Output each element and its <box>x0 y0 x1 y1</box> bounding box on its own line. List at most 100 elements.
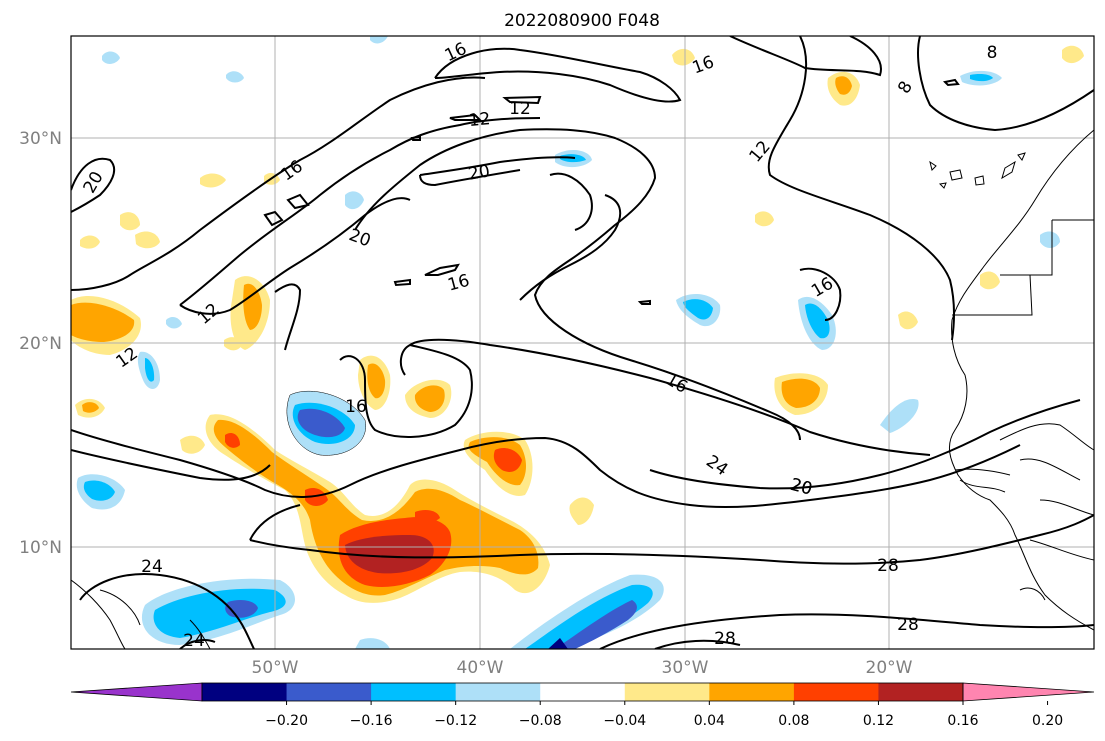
colorbar-tick-label: −0.20 <box>265 713 308 729</box>
positive-anomaly-blob <box>200 173 226 188</box>
contour-28-main <box>249 514 1094 565</box>
positive-anomaly-blob <box>672 48 695 66</box>
contour-28-south <box>599 613 1094 649</box>
longitude-labels: 50°W 40°W 30°W 20°W <box>252 658 913 678</box>
contour-mini-3 <box>449 113 483 121</box>
contour-20-central <box>354 128 801 441</box>
colorbar-tick-label: −0.04 <box>603 713 646 729</box>
contour-20-east <box>649 399 1081 490</box>
colorbar-tick-label: 0.16 <box>947 713 978 729</box>
anomaly-shading <box>71 36 1084 649</box>
positive-anomaly-blob <box>1062 45 1084 64</box>
contour-mini-8 <box>637 299 651 305</box>
positive-anomaly-blob <box>569 497 594 525</box>
positive-anomaly-blob <box>224 337 242 351</box>
positive-anomaly-core <box>225 433 240 448</box>
positive-anomaly-core <box>82 402 99 413</box>
negative-anomaly-core <box>555 600 637 649</box>
contour-mini-2 <box>286 193 310 210</box>
contour-label: 12 <box>509 99 531 119</box>
colorbar-segment <box>455 683 541 701</box>
lon-label-30w: 30°W <box>662 658 709 678</box>
negative-anomaly-blob <box>226 71 244 83</box>
contour-label: 16 <box>345 397 367 417</box>
contour-24-southwest <box>179 639 216 649</box>
negative-anomaly-blob <box>370 36 388 44</box>
colorbar-tick-label: 0.12 <box>863 713 894 729</box>
positive-anomaly-core <box>415 510 440 523</box>
lon-label-40w: 40°W <box>457 658 504 678</box>
negative-anomaly-core <box>683 299 713 320</box>
negative-anomaly-core <box>970 74 993 82</box>
contour-mini-9 <box>410 135 421 141</box>
contour-8 <box>729 36 882 77</box>
contour-16-east-ring <box>799 267 842 321</box>
positive-anomaly-blob <box>980 271 1000 290</box>
contour-mini-5 <box>393 278 411 287</box>
contour-12-main <box>71 76 486 291</box>
negative-anomaly-blob <box>166 317 182 329</box>
colorbar-segment <box>286 683 372 701</box>
positive-anomaly-core <box>835 76 852 95</box>
contour-lines <box>71 36 1094 649</box>
contour-20-north-tongue-lower <box>419 169 521 187</box>
lat-label-30n: 30°N <box>19 129 62 149</box>
negative-anomaly-blob <box>345 191 364 210</box>
graticule <box>71 36 1094 649</box>
contour-mini-7 <box>942 78 960 87</box>
colorbar-tick-label: 0.20 <box>1032 713 1063 729</box>
positive-anomaly-core <box>71 302 135 342</box>
map-title: 2022080900 F048 <box>504 11 660 31</box>
negative-anomaly-core <box>145 358 155 382</box>
lat-label-20n: 20°N <box>19 334 62 354</box>
negative-anomaly-core <box>153 588 286 638</box>
contour-24-loop <box>549 172 593 231</box>
positive-anomaly-blob <box>80 235 100 249</box>
contour-24-south <box>79 573 255 649</box>
positive-anomaly-core <box>367 363 386 399</box>
colorbar-outline <box>201 682 964 702</box>
positive-anomaly-blob <box>898 311 918 330</box>
contour-20-north-loop <box>71 157 116 213</box>
negative-anomaly-core <box>83 480 115 501</box>
colorbar-tick-label: −0.16 <box>350 713 393 729</box>
contour-mini-4 <box>502 95 542 105</box>
colorbar-segment <box>624 683 710 701</box>
colorbar-extend-low <box>70 682 203 702</box>
contour-label: 24 <box>141 557 163 577</box>
colorbar-segment <box>371 683 457 701</box>
contour-8-east <box>917 36 1094 132</box>
colorbar-segment <box>202 683 288 701</box>
colorbar-tick-label: 0.08 <box>778 713 809 729</box>
colorbar-tick-label: 0.04 <box>694 713 725 729</box>
positive-anomaly-core <box>213 419 539 596</box>
coastlines <box>71 129 1094 649</box>
negative-anomaly-core <box>548 638 568 649</box>
contour-24-southeast <box>654 639 741 649</box>
latitude-labels: 30°N 20°N 10°N <box>19 129 62 558</box>
positive-anomaly-blob <box>755 211 774 227</box>
positive-anomaly-blob <box>120 212 140 231</box>
negative-anomaly-blob <box>355 638 390 649</box>
contour-20-north-tongue <box>419 156 576 176</box>
positive-anomaly-core <box>305 488 328 506</box>
colorbar-tick-label: −0.12 <box>434 713 477 729</box>
contour-16-north <box>434 47 682 103</box>
colorbar-tick-label: −0.08 <box>519 713 562 729</box>
colorbar-segment <box>878 683 964 701</box>
contour-20-low <box>71 449 271 481</box>
contour-mini-1 <box>263 210 284 227</box>
positive-anomaly-core <box>243 283 262 330</box>
negative-anomaly-blob <box>880 399 919 433</box>
colorbar-segment <box>793 683 879 701</box>
contour-label: 28 <box>897 615 919 635</box>
positive-anomaly-blob <box>135 231 160 249</box>
positive-anomaly-core <box>414 385 445 412</box>
contour-16-main <box>179 117 541 306</box>
contour-label: 8 <box>987 43 998 63</box>
lat-label-10n: 10°N <box>19 538 62 558</box>
negative-anomaly-blob <box>102 51 120 64</box>
contour-12-east <box>767 36 956 341</box>
lon-label-50w: 50°W <box>252 658 299 678</box>
